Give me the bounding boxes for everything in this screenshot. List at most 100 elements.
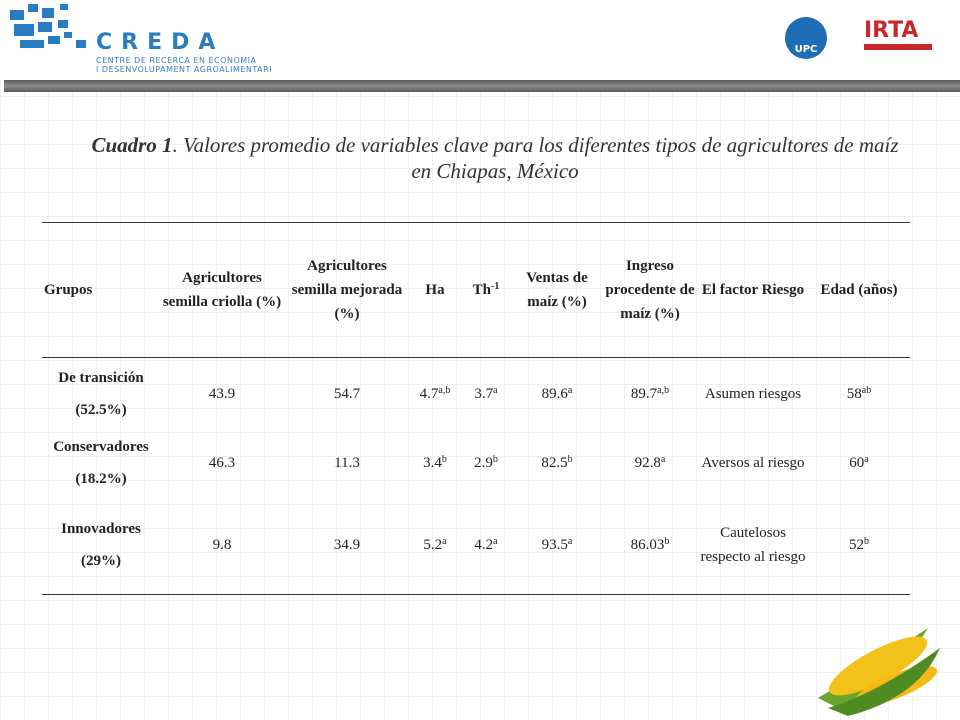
logo-subtitle: CENTRE DE RECERCA EN ECONOMIA: [96, 56, 257, 65]
cell-text: 4.2: [474, 536, 494, 553]
column-header: Th-1: [460, 223, 512, 358]
data-cell: 43.9: [160, 358, 284, 431]
data-cell: 34.9: [284, 496, 410, 595]
title-text: . Valores promedio de variables clave pa…: [172, 133, 899, 183]
cell-text: 60: [849, 455, 865, 471]
cell-text: 2.9: [474, 455, 493, 471]
cell-text: Edad (años): [820, 282, 898, 298]
cell-text: 93.5: [541, 536, 568, 553]
irta-logo: IRTA: [864, 18, 919, 43]
cell-text: 3.4: [423, 455, 442, 471]
cell-text: 89.6: [541, 386, 568, 403]
cell-text: 3.7: [474, 386, 494, 403]
table-body: De transición (52.5%) 43.9 54.7 4.7a,b 3.7a 8…: [42, 358, 910, 595]
data-cell: 4.2a: [460, 496, 512, 595]
cell-text: 34.9: [333, 536, 361, 553]
column-header: Ingreso procedente de maíz (%): [602, 223, 698, 358]
header-bar: [4, 80, 960, 92]
column-header: Ventas de maíz (%): [512, 223, 602, 358]
column-header: Agricultores semilla criolla (%): [160, 223, 284, 358]
logo-subtitle: I DESENVOLUPAMENT AGROALIMENTARI: [96, 65, 273, 74]
column-header: Ha: [410, 223, 460, 358]
cell-text: 58: [846, 386, 862, 403]
cell-superscript: ab: [861, 385, 872, 397]
table-row: Innovadores (29%) 9.8 34.9 5.2a 4.2a 93.5a 86.…: [42, 496, 910, 595]
cell-superscript: b: [492, 454, 498, 465]
data-cell: 89.6a: [512, 358, 602, 431]
data-cell: 3.4b: [410, 431, 460, 496]
data-cell: 5.2a: [410, 496, 460, 595]
cell-text: Agricultores semilla criolla (%): [162, 270, 282, 310]
cell-superscript: a: [567, 535, 573, 547]
group-cell: Innovadores (29%): [42, 496, 160, 595]
upc-text: UPC: [795, 44, 818, 55]
group-cell: De transición (52.5%): [42, 358, 160, 431]
cell-text: 52: [849, 536, 864, 553]
cell-text: El factor Riesgo: [701, 282, 805, 298]
column-header: Edad (años): [808, 223, 910, 358]
table-title: Cuadro 1. Valores promedio de variables …: [80, 132, 910, 184]
group-cell: Conservadores (18.2%): [42, 431, 160, 496]
header: CREDA CENTRE DE RECERCA EN ECONOMIA I DE…: [0, 0, 960, 80]
column-header: El factor Riesgo: [698, 223, 808, 358]
data-cell: Asumen riesgos: [698, 358, 808, 431]
data-cell: 54.7: [284, 358, 410, 431]
column-header: Grupos: [42, 223, 160, 358]
cell-text: Cautelosos respecto al riesgo: [700, 524, 806, 565]
data-cell: 9.8: [160, 496, 284, 595]
data-cell: 89.7a,b: [602, 358, 698, 431]
cell-text: 9.8: [212, 536, 232, 553]
cell-text: 82.5: [541, 455, 568, 471]
cell-text: 11.3: [334, 455, 360, 471]
data-cell: 82.5b: [512, 431, 602, 496]
data-cell: 93.5a: [512, 496, 602, 595]
cell-superscript: b: [864, 535, 869, 547]
data-table: Grupos Agricultores semilla criolla (%) Ag…: [42, 222, 910, 595]
cell-text: 46.3: [208, 455, 236, 471]
cell-text: 54.7: [333, 386, 361, 403]
data-cell: 11.3: [284, 431, 410, 496]
cell-text: Aversos al riesgo: [701, 455, 805, 471]
cell-text: 92.8: [634, 455, 661, 471]
data-cell: 2.9b: [460, 431, 512, 496]
cell-superscript: -1: [491, 281, 500, 292]
cell-text: Innovadores (29%): [61, 520, 141, 569]
cell-text: 5.2: [423, 536, 443, 553]
cell-text: Ventas de maíz (%): [526, 270, 588, 310]
data-cell: 52b: [808, 496, 910, 595]
header-row: Grupos Agricultores semilla criolla (%) Ag…: [42, 222, 910, 358]
cell-text: Grupos: [44, 282, 93, 298]
corn-illustration: [818, 628, 940, 716]
cell-text: 4.7: [419, 386, 439, 403]
cell-superscript: a: [442, 535, 447, 547]
cell-text: Th: [472, 282, 491, 298]
column-header: Agricultores semilla mejorada (%): [284, 223, 410, 358]
data-cell: 46.3: [160, 431, 284, 496]
table-row: De transición (52.5%) 43.9 54.7 4.7a,b 3.7a 8…: [42, 358, 910, 431]
cell-superscript: b: [441, 454, 447, 465]
cell-text: Agricultores semilla mejorada (%): [291, 258, 403, 322]
title-label: Cuadro 1: [91, 133, 173, 157]
data-cell: Aversos al riesgo: [698, 431, 808, 496]
cell-superscript: a: [660, 454, 666, 465]
upc-logo: UPC: [785, 17, 827, 59]
cell-superscript: a: [493, 385, 498, 397]
cell-text: 89.7: [630, 386, 658, 403]
cell-text: Conservadores (18.2%): [53, 439, 149, 487]
cell-superscript: a,b: [438, 385, 451, 397]
cell-superscript: a: [864, 454, 869, 465]
cell-superscript: b: [664, 535, 670, 547]
cell-text: De transición (52.5%): [58, 370, 144, 419]
table-head: Grupos Agricultores semilla criolla (%) Ag…: [42, 222, 910, 358]
data-cell: 58ab: [808, 358, 910, 431]
data-cell: 92.8a: [602, 431, 698, 496]
logo-text: CREDA: [96, 30, 225, 55]
irta-bar: [864, 44, 932, 50]
cell-superscript: a,b: [657, 385, 670, 397]
data-cell: 60a: [808, 431, 910, 496]
cell-text: Asumen riesgos: [704, 386, 802, 403]
data-cell: 4.7a,b: [410, 358, 460, 431]
data-cell: 86.03b: [602, 496, 698, 595]
cell-superscript: b: [567, 454, 573, 465]
